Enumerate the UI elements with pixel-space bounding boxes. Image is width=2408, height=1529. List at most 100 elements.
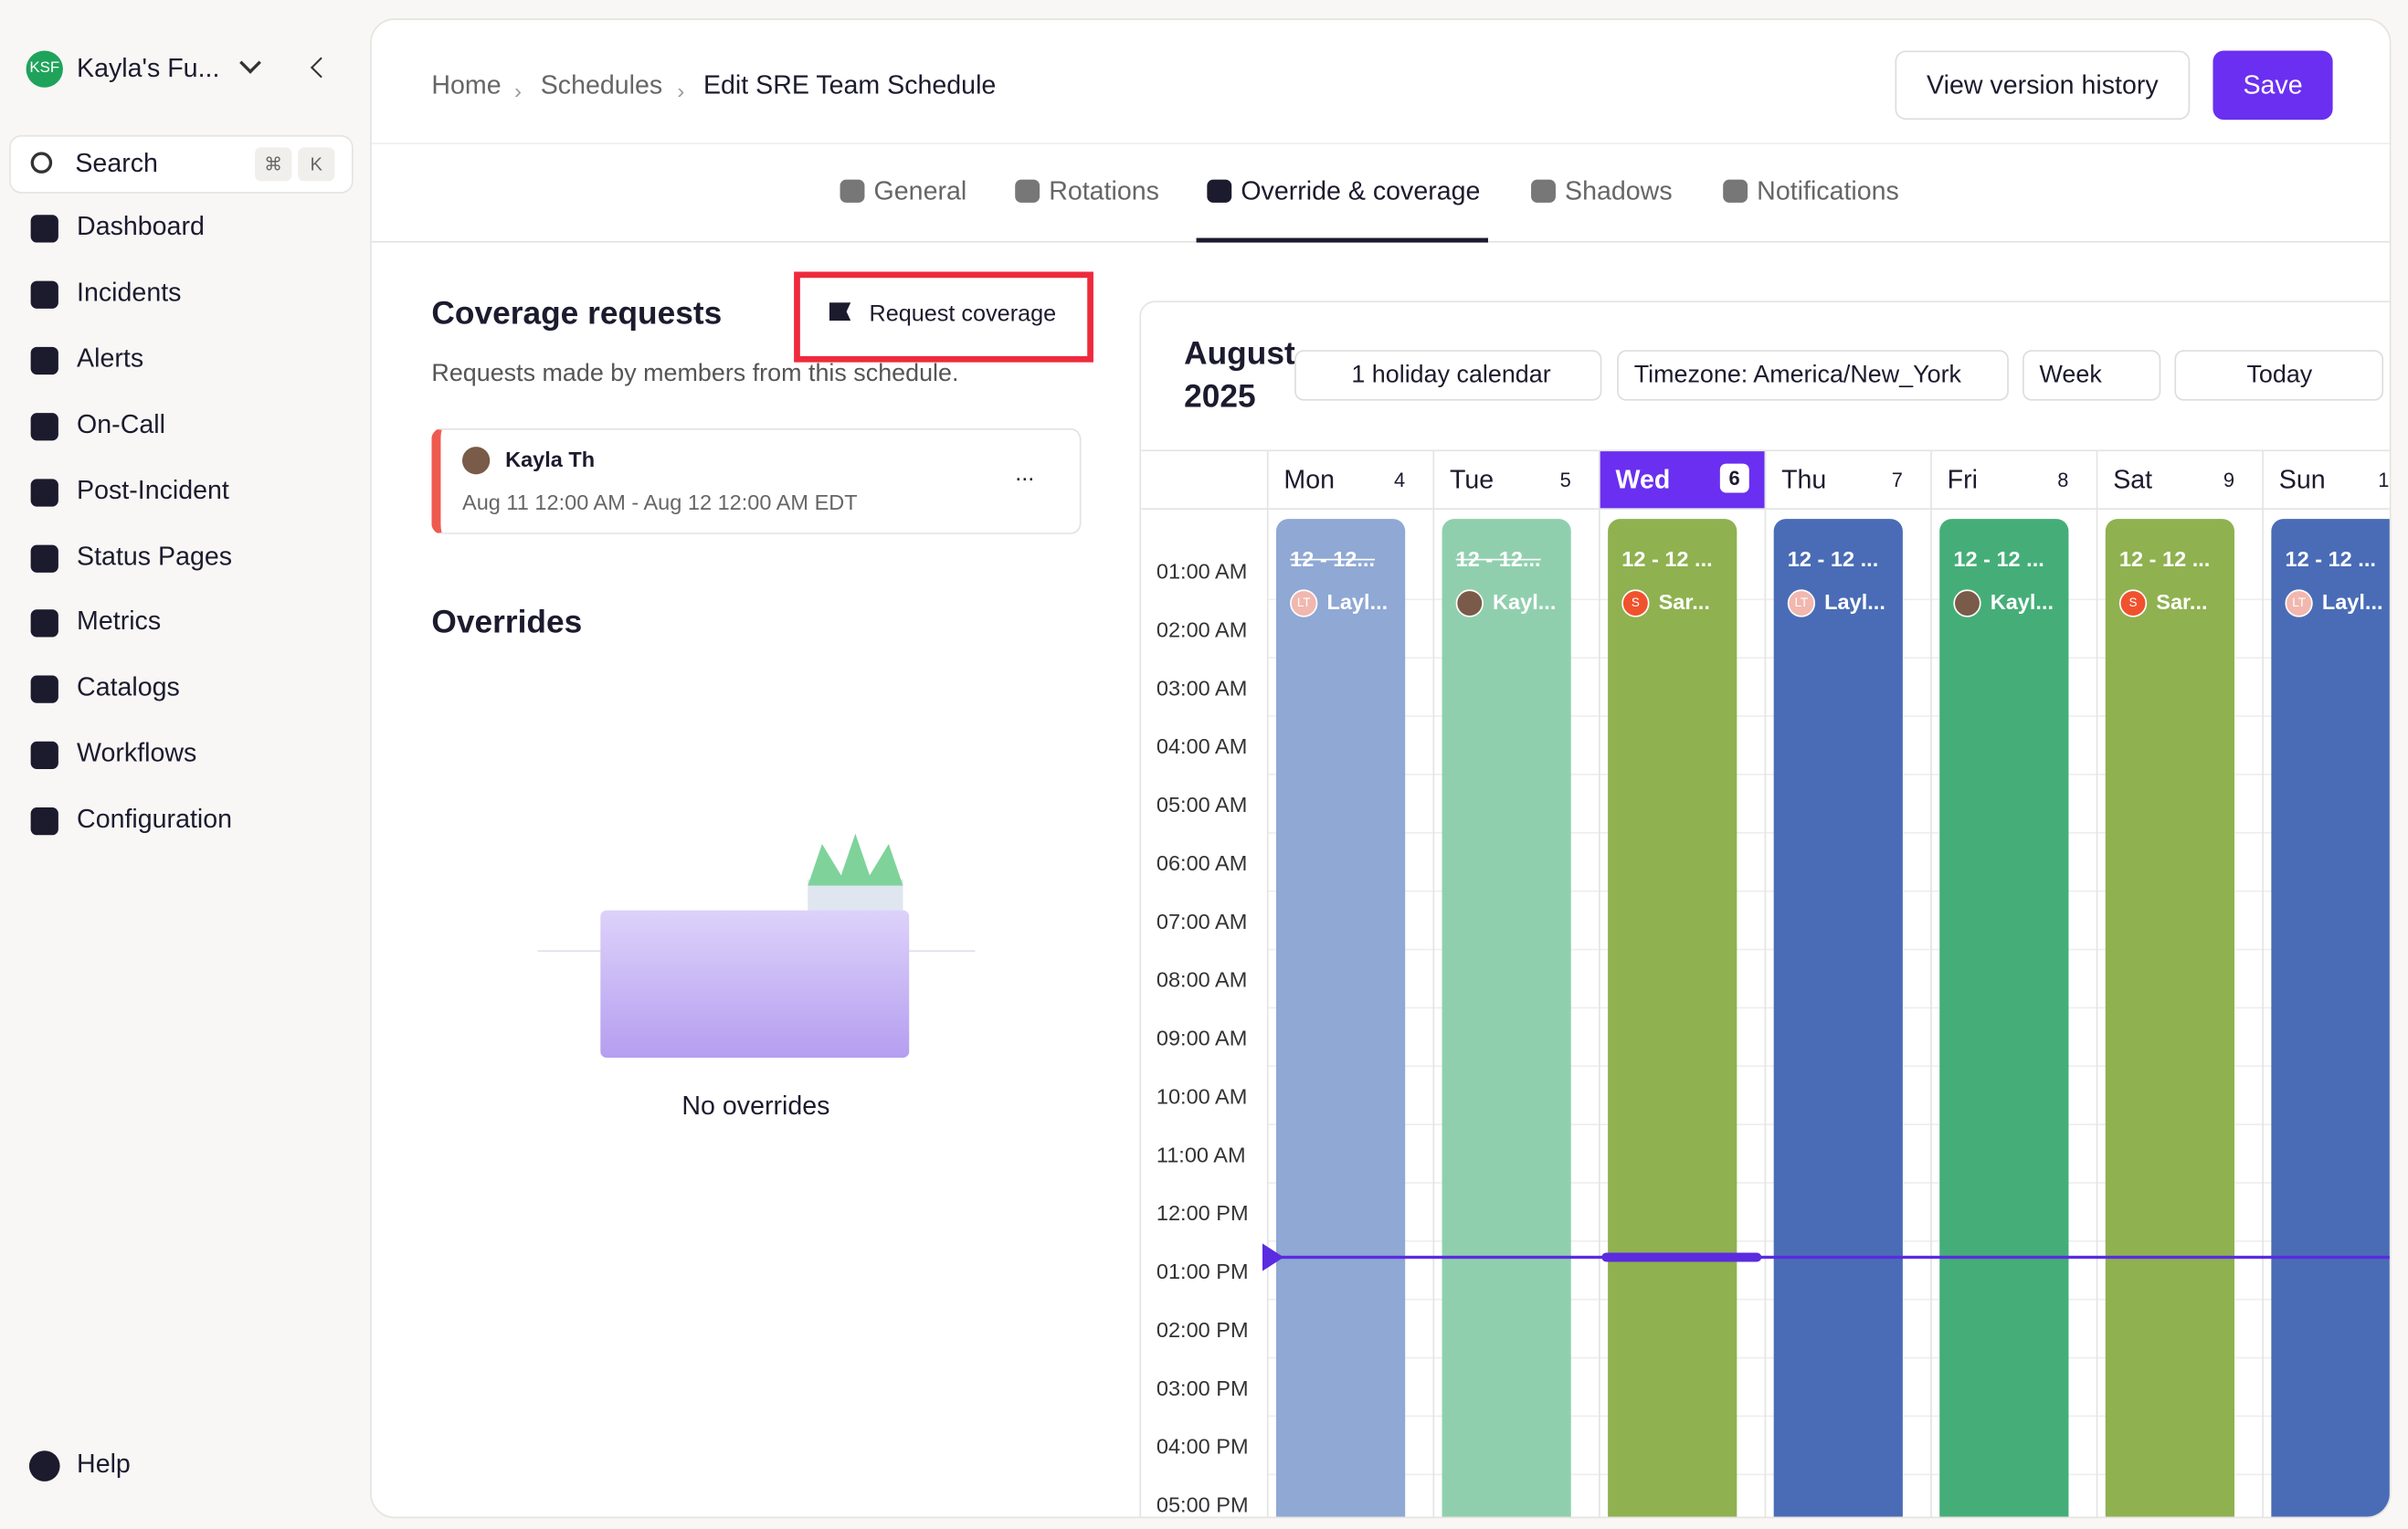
request-coverage-button[interactable]: Request coverage [869, 301, 1057, 327]
hour-label: 12:00 PM [1156, 1200, 1249, 1226]
tab[interactable]: Override & coverage [1241, 176, 1481, 206]
history-button[interactable]: View version history [1895, 50, 2191, 121]
hour-label: 04:00 AM [1156, 733, 1248, 759]
day-name: Mon [1283, 465, 1336, 495]
nav-item[interactable]: Dashboard [77, 211, 205, 241]
breadcrumb-item: Edit SRE Team Schedule [702, 70, 997, 100]
shift-person: Sar... [2156, 589, 2208, 615]
hour-label: 03:00 AM [1156, 675, 1248, 701]
nav-icon[interactable] [30, 215, 58, 243]
shift-avatar: S [1621, 589, 1650, 617]
column-line [1599, 451, 1600, 1517]
workspace-badge: KSF [26, 50, 63, 88]
breadcrumb-sep: › [677, 78, 685, 103]
shift-block[interactable]: 12 - 12... LT Layl... [1275, 519, 1406, 1517]
search-label: Search [75, 149, 158, 178]
tab-underline [1196, 237, 1488, 243]
view-select[interactable]: Week [2023, 350, 2161, 401]
nav-item[interactable]: Configuration [77, 804, 233, 834]
shift-person: Layl... [1326, 589, 1389, 615]
section-description: Requests made by members from this sched… [431, 360, 959, 387]
tab-icon [1531, 179, 1556, 203]
shift-block[interactable]: 12 - 12 ... LT Layl... [1773, 519, 1903, 1517]
save-button[interactable]: Save [2213, 50, 2333, 121]
request-menu[interactable]: ... [1015, 460, 1035, 487]
section-title: Coverage requests [431, 296, 723, 332]
shift-title: 12 - 12... [1290, 546, 1376, 572]
nav-icon[interactable] [30, 412, 58, 440]
today-button[interactable]: Today [2174, 350, 2384, 401]
shift-person: Layl... [2321, 589, 2383, 615]
shift-block[interactable]: 12 - 12 ... Kayl... [1939, 519, 2069, 1517]
day-date: 10 [2378, 468, 2390, 491]
breadcrumb-item[interactable]: Schedules [540, 70, 663, 100]
shift-block[interactable]: 12 - 12 ... S Sar... [2105, 519, 2235, 1517]
hour-label: 01:00 AM [1156, 558, 1248, 584]
tab[interactable]: Shadows [1565, 176, 1673, 206]
shift-avatar [1953, 589, 1981, 617]
day-header: Sun 10 [2264, 451, 2390, 508]
nav-icon[interactable] [30, 346, 58, 374]
day-date: 5 [1559, 468, 1571, 491]
nav-item[interactable]: Metrics [77, 606, 162, 637]
workspace-name[interactable]: Kayla's Fu... [77, 53, 220, 83]
shift-block[interactable]: 12 - 12 ... LT Layl... [2271, 519, 2390, 1517]
nav-icon[interactable] [30, 609, 58, 638]
help-link[interactable]: Help [77, 1449, 131, 1479]
nav-item[interactable]: Incidents [77, 278, 182, 307]
hour-label: 01:00 PM [1156, 1259, 1249, 1284]
flag-icon [829, 302, 851, 322]
hour-label: 08:00 AM [1156, 966, 1248, 992]
collapse-button[interactable] [310, 57, 332, 79]
shift-title: 12 - 12 ... [1621, 546, 1713, 572]
day-header: Mon 4 [1269, 451, 1433, 508]
request-card[interactable]: Kayla Th Aug 11 12:00 AM - Aug 12 12:00 A… [431, 427, 1082, 534]
shift-block[interactable]: 12 - 12 ... S Sar... [1608, 519, 1737, 1517]
nav-icon[interactable] [30, 543, 58, 573]
nav-item[interactable]: Catalogs [77, 672, 180, 702]
day-header: Wed 6 [1600, 451, 1765, 509]
day-date: 7 [1891, 468, 1903, 491]
tab-icon [1207, 179, 1232, 203]
calendar-card: August 2025 1 holiday calendar Timezone: Am… [1139, 301, 2390, 1517]
nav-icon[interactable] [30, 280, 58, 309]
hour-label: 07:00 AM [1156, 908, 1248, 933]
hour-label: 02:00 PM [1156, 1317, 1249, 1342]
timezone-select[interactable]: Timezone: America/New_York [1617, 350, 2009, 401]
search-icon [30, 152, 53, 174]
nav-item[interactable]: On-Call [77, 409, 165, 439]
breadcrumb-item[interactable]: Home [431, 70, 502, 100]
main-panel: Home › Schedules › Edit SRE Team Schedule Vie… [370, 18, 2392, 1519]
now-line [1266, 1255, 2390, 1260]
nav-item[interactable]: Post-Incident [77, 475, 229, 505]
day-date: 9 [2223, 468, 2235, 491]
tab[interactable]: Rotations [1049, 176, 1159, 206]
day-header: Sat 9 [2097, 451, 2262, 508]
shift-person: Kayl... [1493, 589, 1557, 615]
nav-icon[interactable] [30, 478, 58, 506]
illustration-plant [808, 833, 903, 886]
now-today [1601, 1252, 1762, 1262]
day-name: Fri [1947, 465, 1978, 495]
nav-item[interactable]: Status Pages [77, 541, 233, 571]
shift-person: Sar... [1658, 589, 1710, 615]
column-line [1930, 451, 1932, 1517]
holiday-select[interactable]: 1 holiday calendar [1294, 350, 1602, 401]
nav-icon[interactable] [30, 676, 58, 704]
shift-avatar [1455, 589, 1484, 617]
tab[interactable]: General [873, 176, 967, 206]
hour-label: 11:00 AM [1156, 1142, 1246, 1167]
nav-icon[interactable] [30, 742, 58, 770]
tab[interactable]: Notifications [1757, 176, 1899, 206]
nav-item[interactable]: Alerts [77, 343, 144, 374]
shift-block[interactable]: 12 - 12... Kayl... [1442, 519, 1571, 1517]
shift-title: 12 - 12... [1455, 546, 1541, 572]
request-time: Aug 11 12:00 AM - Aug 12 12:00 AM EDT [462, 490, 858, 515]
nav-item[interactable]: Workflows [77, 738, 197, 768]
day-header: Fri 8 [1932, 451, 2096, 508]
nav-icon[interactable] [30, 807, 58, 836]
calendar-year: 2025 [1184, 379, 1256, 415]
search-box[interactable]: Search ⌘ K [9, 134, 354, 194]
day-date: 4 [1394, 468, 1406, 491]
